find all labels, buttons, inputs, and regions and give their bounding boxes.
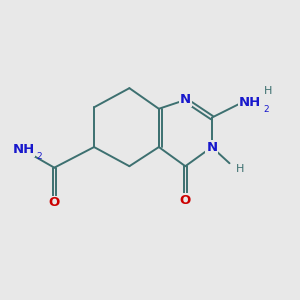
Text: O: O: [180, 194, 191, 207]
Text: H: H: [236, 164, 244, 174]
Text: H: H: [264, 86, 272, 96]
Text: NH: NH: [12, 143, 34, 157]
Text: 2: 2: [37, 152, 42, 161]
Text: N: N: [180, 93, 191, 106]
Text: NH: NH: [239, 96, 261, 110]
Text: 2: 2: [263, 105, 269, 114]
Text: N: N: [206, 141, 218, 154]
Text: O: O: [49, 196, 60, 209]
